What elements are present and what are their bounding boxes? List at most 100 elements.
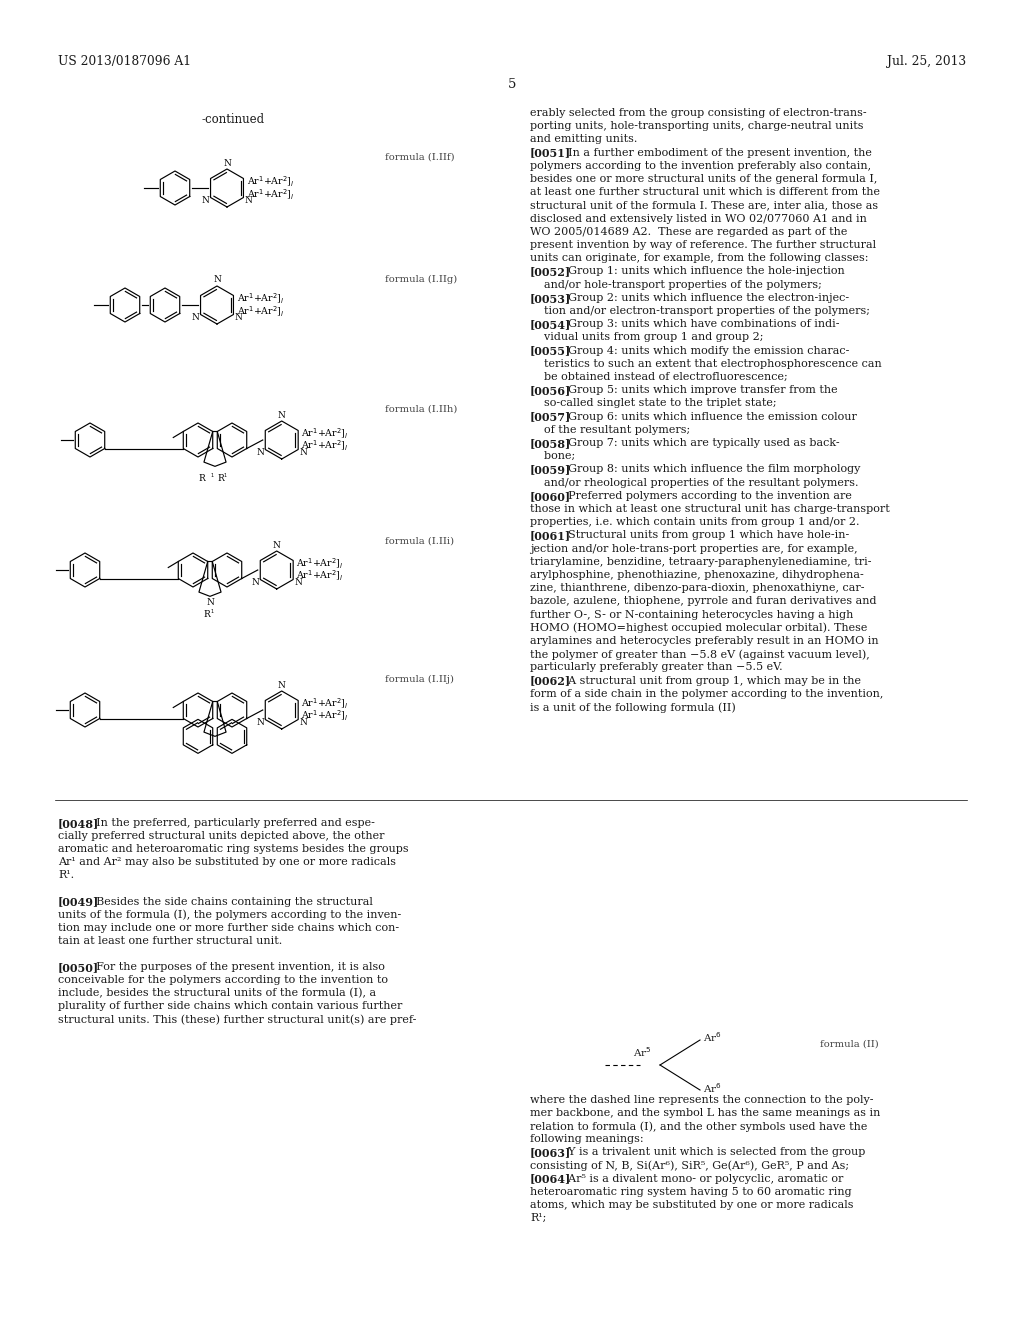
Text: formula (I.IIf): formula (I.IIf) (385, 153, 455, 162)
Text: For the purposes of the present invention, it is also: For the purposes of the present inventio… (85, 962, 385, 972)
Text: Preferred polymers according to the invention are: Preferred polymers according to the inve… (557, 491, 852, 500)
Text: formula (II): formula (II) (820, 1040, 879, 1049)
Text: and emitting units.: and emitting units. (530, 135, 637, 144)
Text: consisting of N, B, Si(Ar⁶), SiR⁵, Ge(Ar⁶), GeR⁵, P and As;: consisting of N, B, Si(Ar⁶), SiR⁵, Ge(Ar… (530, 1160, 849, 1171)
Text: heteroaromatic ring system having 5 to 60 aromatic ring: heteroaromatic ring system having 5 to 6… (530, 1187, 852, 1197)
Text: Group 5: units which improve transfer from the: Group 5: units which improve transfer fr… (557, 385, 838, 395)
Text: US 2013/0187096 A1: US 2013/0187096 A1 (58, 55, 191, 69)
Text: bazole, azulene, thiophene, pyrrole and furan derivatives and: bazole, azulene, thiophene, pyrrole and … (530, 597, 877, 606)
Text: Ar$^5$: Ar$^5$ (633, 1045, 651, 1059)
Text: arylphosphine, phenothiazine, phenoxazine, dihydrophena-: arylphosphine, phenothiazine, phenoxazin… (530, 570, 864, 579)
Text: structural units. This (these) further structural unit(s) are pref-: structural units. This (these) further s… (58, 1015, 417, 1026)
Text: following meanings:: following meanings: (530, 1134, 644, 1144)
Text: N: N (256, 718, 264, 727)
Text: Ar$^6$: Ar$^6$ (703, 1081, 722, 1094)
Text: [0064]: [0064] (530, 1173, 571, 1184)
Text: present invention by way of reference. The further structural: present invention by way of reference. T… (530, 240, 877, 249)
Text: formula (I.IIh): formula (I.IIh) (385, 405, 458, 414)
Text: N: N (278, 681, 286, 689)
Text: those in which at least one structural unit has charge-transport: those in which at least one structural u… (530, 504, 890, 513)
Text: formula (I.IIi): formula (I.IIi) (385, 537, 454, 546)
Text: N: N (202, 195, 209, 205)
Text: [0049]: [0049] (58, 896, 99, 908)
Text: In a further embodiment of the present invention, the: In a further embodiment of the present i… (557, 148, 872, 157)
Text: Group 2: units which influence the electron-injec-: Group 2: units which influence the elect… (557, 293, 850, 302)
Text: Group 7: units which are typically used as back-: Group 7: units which are typically used … (557, 438, 840, 447)
Text: units of the formula (I), the polymers according to the inven-: units of the formula (I), the polymers a… (58, 909, 401, 920)
Text: [0059]: [0059] (530, 465, 571, 475)
Text: Ar$^1$$+$Ar$^2$]$_l$: Ar$^1$$+$Ar$^2$]$_l$ (238, 305, 285, 318)
Text: units can originate, for example, from the following classes:: units can originate, for example, from t… (530, 253, 868, 263)
Text: plurality of further side chains which contain various further: plurality of further side chains which c… (58, 1002, 402, 1011)
Text: WO 2005/014689 A2.  These are regarded as part of the: WO 2005/014689 A2. These are regarded as… (530, 227, 848, 236)
Text: A structural unit from group 1, which may be in the: A structural unit from group 1, which ma… (557, 676, 861, 685)
Text: 5: 5 (508, 78, 516, 91)
Text: form of a side chain in the polymer according to the invention,: form of a side chain in the polymer acco… (530, 689, 884, 698)
Text: $^1$: $^1$ (223, 471, 227, 479)
Text: N: N (223, 158, 231, 168)
Text: at least one further structural unit which is different from the: at least one further structural unit whi… (530, 187, 880, 197)
Text: atoms, which may be substituted by one or more radicals: atoms, which may be substituted by one o… (530, 1200, 853, 1210)
Text: $^1$: $^1$ (210, 471, 215, 479)
Text: tion may include one or more further side chains which con-: tion may include one or more further sid… (58, 923, 399, 933)
Text: [0048]: [0048] (58, 818, 99, 829)
Text: [0055]: [0055] (530, 346, 571, 356)
Text: [0052]: [0052] (530, 267, 571, 277)
Text: be obtained instead of electrofluorescence;: be obtained instead of electrofluorescen… (530, 372, 787, 381)
Text: Ar$^1$$+$Ar$^2$]$_l$: Ar$^1$$+$Ar$^2$]$_l$ (301, 697, 349, 710)
Text: Ar$^1$$+$Ar$^2$]$_l$: Ar$^1$$+$Ar$^2$]$_l$ (301, 438, 349, 453)
Text: Ar$^1$$+$Ar$^2$]$_l$: Ar$^1$$+$Ar$^2$]$_l$ (248, 174, 295, 189)
Text: [0056]: [0056] (530, 385, 571, 396)
Text: [0054]: [0054] (530, 319, 571, 330)
Text: [0050]: [0050] (58, 962, 99, 973)
Text: of the resultant polymers;: of the resultant polymers; (530, 425, 690, 434)
Text: include, besides the structural units of the formula (I), a: include, besides the structural units of… (58, 989, 376, 999)
Text: N: N (256, 447, 264, 457)
Text: HOMO (HOMO=highest occupied molecular orbital). These: HOMO (HOMO=highest occupied molecular or… (530, 623, 867, 634)
Text: [0053]: [0053] (530, 293, 571, 304)
Text: Ar$^1$$+$Ar$^2$]$_l$: Ar$^1$$+$Ar$^2$]$_l$ (301, 709, 349, 722)
Text: In the preferred, particularly preferred and espe-: In the preferred, particularly preferred… (85, 818, 375, 828)
Text: bone;: bone; (530, 451, 575, 461)
Text: R: R (217, 474, 224, 483)
Text: conceivable for the polymers according to the invention to: conceivable for the polymers according t… (58, 975, 388, 985)
Text: besides one or more structural units of the general formula I,: besides one or more structural units of … (530, 174, 878, 183)
Text: particularly preferably greater than −5.5 eV.: particularly preferably greater than −5.… (530, 663, 782, 672)
Text: Structural units from group 1 which have hole-in-: Structural units from group 1 which have… (557, 531, 850, 540)
Text: porting units, hole-transporting units, charge-neutral units: porting units, hole-transporting units, … (530, 121, 863, 131)
Text: formula (I.IIj): formula (I.IIj) (385, 675, 454, 684)
Text: N: N (299, 718, 307, 727)
Text: Group 1: units which influence the hole-injection: Group 1: units which influence the hole-… (557, 267, 845, 276)
Text: N: N (191, 313, 200, 322)
Text: R: R (199, 474, 205, 483)
Text: Ar$^1$$+$Ar$^2$]$_l$: Ar$^1$$+$Ar$^2$]$_l$ (296, 557, 344, 570)
Text: N: N (295, 578, 302, 587)
Text: $^1$: $^1$ (210, 607, 215, 615)
Text: [0062]: [0062] (530, 676, 571, 686)
Text: N: N (272, 540, 281, 549)
Text: Ar$^1$$+$Ar$^2$]$_l$: Ar$^1$$+$Ar$^2$]$_l$ (296, 569, 344, 582)
Text: N: N (213, 276, 221, 285)
Text: Ar$^1$$+$Ar$^2$]$_l$: Ar$^1$$+$Ar$^2$]$_l$ (238, 292, 285, 305)
Text: and/or hole-transport properties of the polymers;: and/or hole-transport properties of the … (530, 280, 822, 289)
Text: relation to formula (I), and the other symbols used have the: relation to formula (I), and the other s… (530, 1121, 867, 1131)
Text: Jul. 25, 2013: Jul. 25, 2013 (887, 55, 966, 69)
Text: [0051]: [0051] (530, 148, 571, 158)
Text: vidual units from group 1 and group 2;: vidual units from group 1 and group 2; (530, 333, 764, 342)
Text: [0063]: [0063] (530, 1147, 571, 1159)
Text: properties, i.e. which contain units from group 1 and/or 2.: properties, i.e. which contain units fro… (530, 517, 859, 527)
Text: polymers according to the invention preferably also contain,: polymers according to the invention pref… (530, 161, 871, 170)
Text: Y is a trivalent unit which is selected from the group: Y is a trivalent unit which is selected … (557, 1147, 865, 1158)
Text: cially preferred structural units depicted above, the other: cially preferred structural units depict… (58, 832, 384, 841)
Text: tain at least one further structural unit.: tain at least one further structural uni… (58, 936, 283, 946)
Text: erably selected from the group consisting of electron-trans-: erably selected from the group consistin… (530, 108, 866, 117)
Text: N: N (299, 447, 307, 457)
Text: so-called singlet state to the triplet state;: so-called singlet state to the triplet s… (530, 399, 776, 408)
Text: aromatic and heteroaromatic ring systems besides the groups: aromatic and heteroaromatic ring systems… (58, 845, 409, 854)
Text: Group 3: units which have combinations of indi-: Group 3: units which have combinations o… (557, 319, 840, 329)
Text: R¹;: R¹; (530, 1213, 547, 1222)
Text: zine, thianthrene, dibenzo-para-dioxin, phenoxathiyne, car-: zine, thianthrene, dibenzo-para-dioxin, … (530, 583, 864, 593)
Text: disclosed and extensively listed in WO 02/077060 A1 and in: disclosed and extensively listed in WO 0… (530, 214, 867, 223)
Text: Ar$^1$$+$Ar$^2$]$_l$: Ar$^1$$+$Ar$^2$]$_l$ (301, 426, 349, 441)
Text: Ar$^6$: Ar$^6$ (703, 1030, 722, 1044)
